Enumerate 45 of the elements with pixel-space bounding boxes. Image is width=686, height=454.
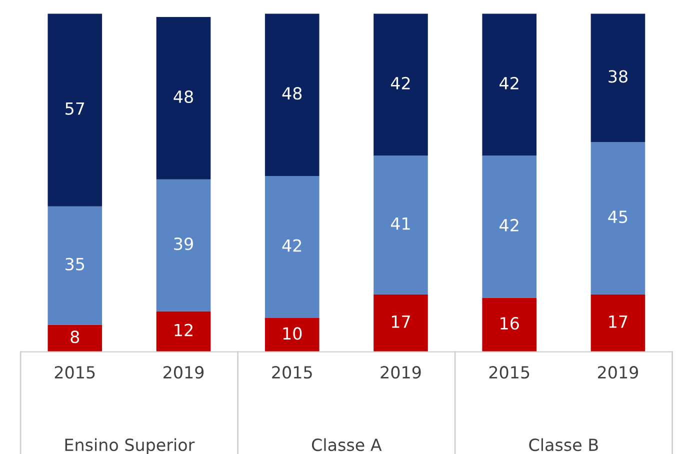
bar <box>590 142 646 294</box>
data-label: 42 <box>282 239 302 252</box>
text: Ensino Superior <box>65 438 195 454</box>
x-tick-label: 2015 <box>272 366 312 379</box>
bar <box>48 14 102 206</box>
bar <box>374 156 428 294</box>
data-label: 42 <box>500 76 518 90</box>
data-label: 17 <box>609 316 628 328</box>
data-label: 48 <box>282 87 302 100</box>
data-label: 42 <box>500 218 518 232</box>
bar <box>374 14 428 156</box>
bar <box>156 179 211 312</box>
bar <box>482 156 537 298</box>
text: Classe B <box>529 438 598 452</box>
data-label: 42 <box>390 76 410 90</box>
text: Classe A <box>312 438 382 452</box>
x-tick-label: 2019 <box>598 366 638 379</box>
bar <box>374 294 428 352</box>
data-label: 48 <box>174 90 193 104</box>
bar <box>156 311 211 352</box>
bar <box>482 14 537 156</box>
bar <box>482 298 537 352</box>
data-label: 8 <box>70 330 80 344</box>
data-label: 39 <box>174 238 193 250</box>
bar <box>590 294 646 352</box>
data-label: 10 <box>283 327 302 340</box>
x-tick-label: 2019 <box>380 366 421 379</box>
data-label: 38 <box>608 70 628 83</box>
bar <box>590 14 646 142</box>
data-label: 35 <box>66 258 84 270</box>
data-label: 17 <box>392 316 410 328</box>
bar <box>48 206 102 325</box>
bar <box>156 17 211 180</box>
data-label: 12 <box>174 324 192 336</box>
x-tick-label: 2015 <box>489 366 530 379</box>
bar <box>48 324 102 352</box>
data-label: 45 <box>608 210 628 224</box>
x-tick-label: 2015 <box>54 366 95 379</box>
data-label: 57 <box>66 102 84 115</box>
bar <box>264 318 320 352</box>
data-label: 16 <box>500 317 519 330</box>
bar <box>264 176 320 318</box>
bar <box>264 14 320 176</box>
x-tick-label: 2019 <box>164 366 204 379</box>
data-label: 41 <box>390 217 410 230</box>
